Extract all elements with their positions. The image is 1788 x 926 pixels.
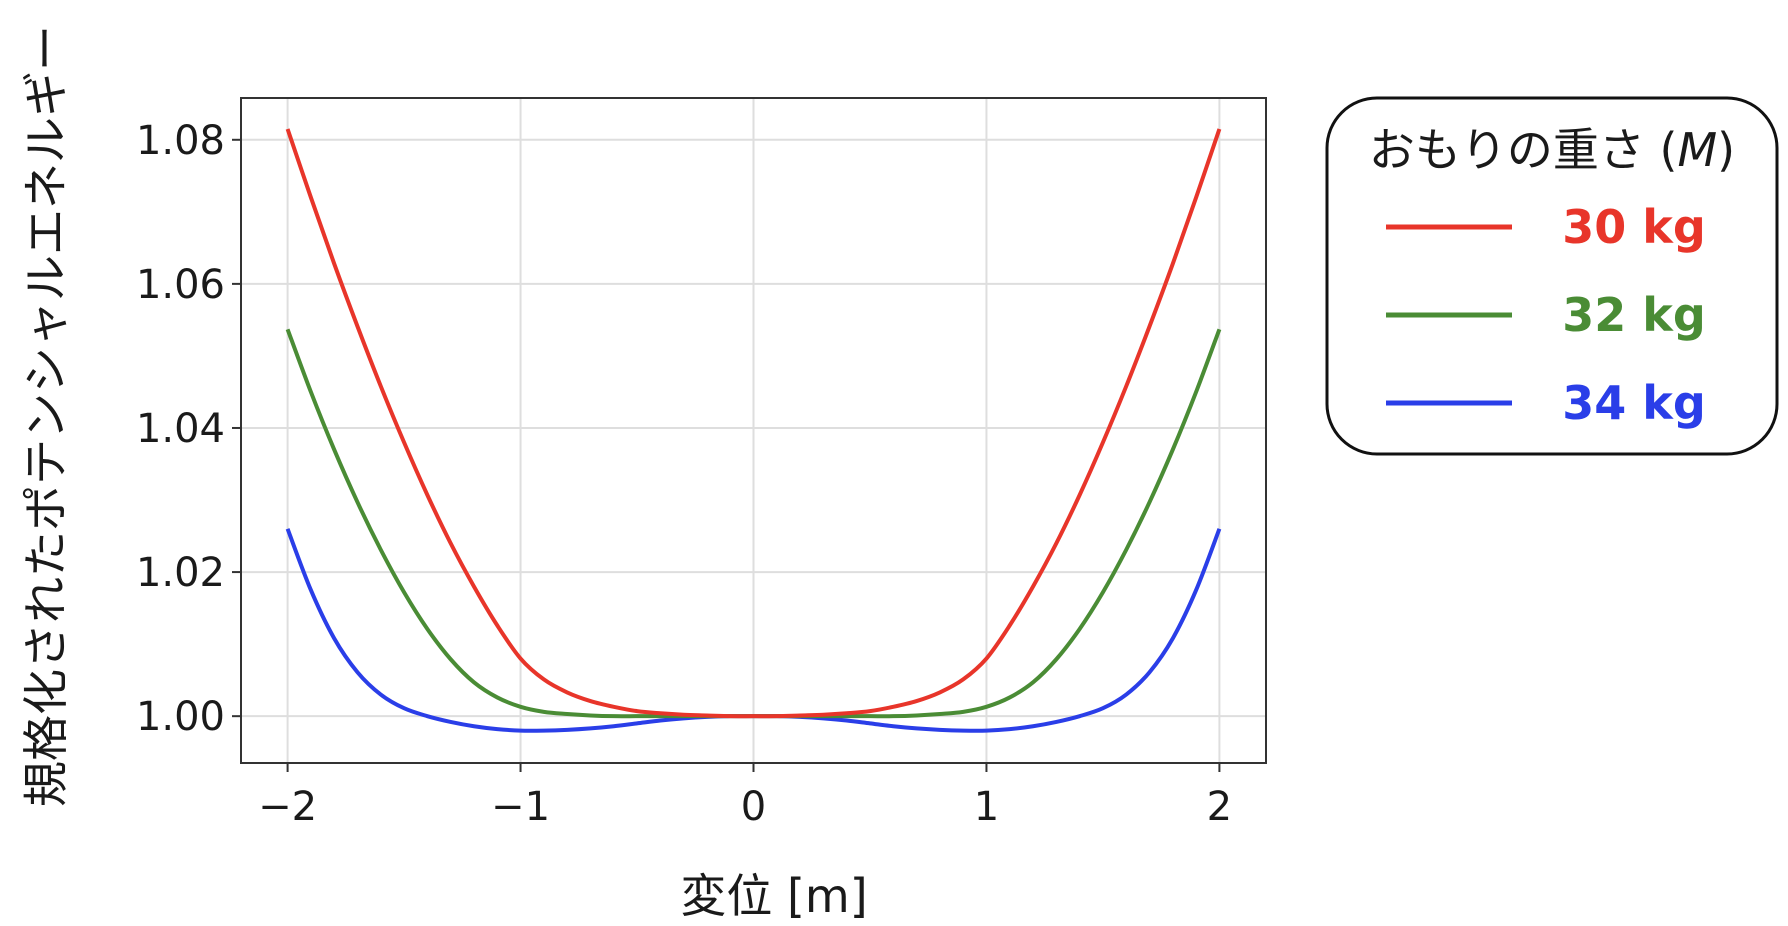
- y-axis-title: 規格化されたポテンシャルエネルギー: [19, 25, 73, 807]
- series-lines: [285, 128, 1222, 733]
- x-tick-label: 0: [741, 784, 766, 830]
- legend-label: 34 kg: [1562, 376, 1706, 430]
- grid: [241, 98, 1266, 763]
- x-tick-label: 2: [1207, 784, 1232, 830]
- y-tick-label: 1.08: [136, 118, 225, 164]
- legend-label: 30 kg: [1562, 200, 1706, 254]
- series-line-0: [285, 128, 1222, 719]
- x-tick-label: −1: [491, 784, 550, 830]
- y-tick-label: 1.00: [136, 694, 225, 740]
- legend-title: おもりの重さ (M): [1369, 123, 1735, 177]
- x-tick-label: 1: [974, 784, 999, 830]
- legend: おもりの重さ (M) 30 kg 32 kg 34 kg: [1325, 96, 1779, 456]
- y-tick-label: 1.04: [136, 406, 225, 452]
- y-tick-label: 1.02: [136, 550, 225, 596]
- x-axis-title: 変位 [m]: [680, 869, 867, 923]
- x-tick-label: −2: [258, 784, 317, 830]
- y-axis: 1.00 1.02 1.04 1.06 1.08: [136, 118, 241, 740]
- y-tick-label: 1.06: [136, 262, 225, 308]
- legend-label: 32 kg: [1562, 288, 1706, 342]
- legend-box: [1325, 96, 1779, 456]
- legend-entries: 30 kg 32 kg 34 kg: [1386, 200, 1706, 430]
- x-axis: −2 −1 0 1 2: [258, 763, 1232, 830]
